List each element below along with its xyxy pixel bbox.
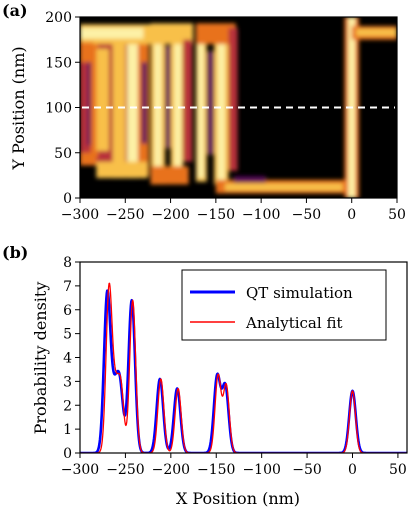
vertical-band <box>174 35 182 179</box>
series-analytical-fit-line <box>80 282 407 453</box>
x-tick-label: −100 <box>242 462 280 478</box>
top-band <box>195 23 236 45</box>
panel-a-label: (a) <box>2 1 28 20</box>
legend-entry-qt-simulation: QT simulation <box>246 284 353 302</box>
x-tick-label: −50 <box>292 207 322 223</box>
y-tick-label: 1 <box>63 422 72 438</box>
gap-region <box>165 45 175 149</box>
x-tick-label: −300 <box>61 462 99 478</box>
x-tick-label: −150 <box>197 207 235 223</box>
x-tick-label: 50 <box>388 207 406 223</box>
y-tick-label: 7 <box>63 279 72 295</box>
vertical-band <box>90 39 99 158</box>
x-tick-label: 0 <box>347 207 356 223</box>
x-tick-label: −50 <box>292 462 322 478</box>
bottom-channel <box>224 183 343 191</box>
y-tick-label: 3 <box>63 374 72 390</box>
x-tick-label: −250 <box>106 462 144 478</box>
panel-b-label: (b) <box>2 243 28 262</box>
panel-a-x-ticks: −300 −250 −200 −150 −100 −50 0 50 <box>61 198 406 223</box>
legend: QT simulation Analytical fit <box>181 269 387 341</box>
panel-a-ylabel: Y Position (nm) <box>9 46 28 170</box>
x-tick-label: −300 <box>61 207 99 223</box>
vertical-band <box>197 29 205 179</box>
y-tick-label: 6 <box>63 303 72 319</box>
vertical-band <box>217 29 225 180</box>
panel-b-xlabel: X Position (nm) <box>176 489 300 508</box>
x-tick-label: −200 <box>151 207 189 223</box>
x-tick-label: 0 <box>348 462 357 478</box>
y-tick-label: 100 <box>45 101 72 117</box>
bottom-band <box>80 152 97 166</box>
top-band <box>150 23 194 45</box>
x-tick-label: −250 <box>106 207 144 223</box>
bottom-band <box>96 161 148 179</box>
y-tick-label: 2 <box>63 398 72 414</box>
vertical-band <box>112 30 126 179</box>
vertical-band <box>228 27 238 171</box>
bottom-channel-edge <box>233 176 266 183</box>
legend-box <box>181 269 387 341</box>
top-right-lead <box>356 28 397 37</box>
y-tick-label: 150 <box>45 55 72 71</box>
vertical-band <box>154 29 162 180</box>
heatmap-panel: −300 −250 −200 −150 −100 −50 0 50 050100150200 … <box>9 10 406 223</box>
bottom-band <box>150 166 189 185</box>
y-tick-label: 0 <box>63 191 72 207</box>
vertical-band <box>183 39 193 162</box>
y-tick-label: 50 <box>54 146 72 162</box>
y-tick-label: 5 <box>63 327 72 343</box>
legend-entry-analytical-fit: Analytical fit <box>245 314 342 332</box>
x-tick-label: 50 <box>389 462 407 478</box>
series-group <box>80 282 407 453</box>
x-tick-label: −200 <box>152 462 190 478</box>
x-tick-label: −150 <box>197 462 235 478</box>
vertical-band <box>127 30 138 179</box>
heatmap-density <box>80 17 397 198</box>
panel-b-y-ticks: 0 1 2 3 4 5 6 7 8 <box>63 255 80 462</box>
gap-region <box>141 62 148 144</box>
line-panel: −300 −250 −200 −150 −100 −50 0 50 0 1 2 3 4 5 6 7 8 X P… <box>31 255 408 508</box>
top-band <box>80 27 144 39</box>
x-tick-label: −100 <box>242 207 280 223</box>
panel-b-x-ticks: −300 −250 −200 −150 −100 −50 0 50 <box>61 453 407 478</box>
vertical-band <box>96 48 109 151</box>
panel-b-ylabel: Probability density <box>31 282 50 435</box>
gap-region <box>206 51 216 155</box>
y-tick-label: 4 <box>63 351 72 367</box>
top-band <box>80 42 94 63</box>
y-tick-label: 0 <box>63 446 72 462</box>
y-tick-label: 200 <box>45 10 72 26</box>
panel-a-y-ticks: 0 50 100 150 200 <box>45 10 80 207</box>
y-tick-label: 8 <box>63 255 72 271</box>
